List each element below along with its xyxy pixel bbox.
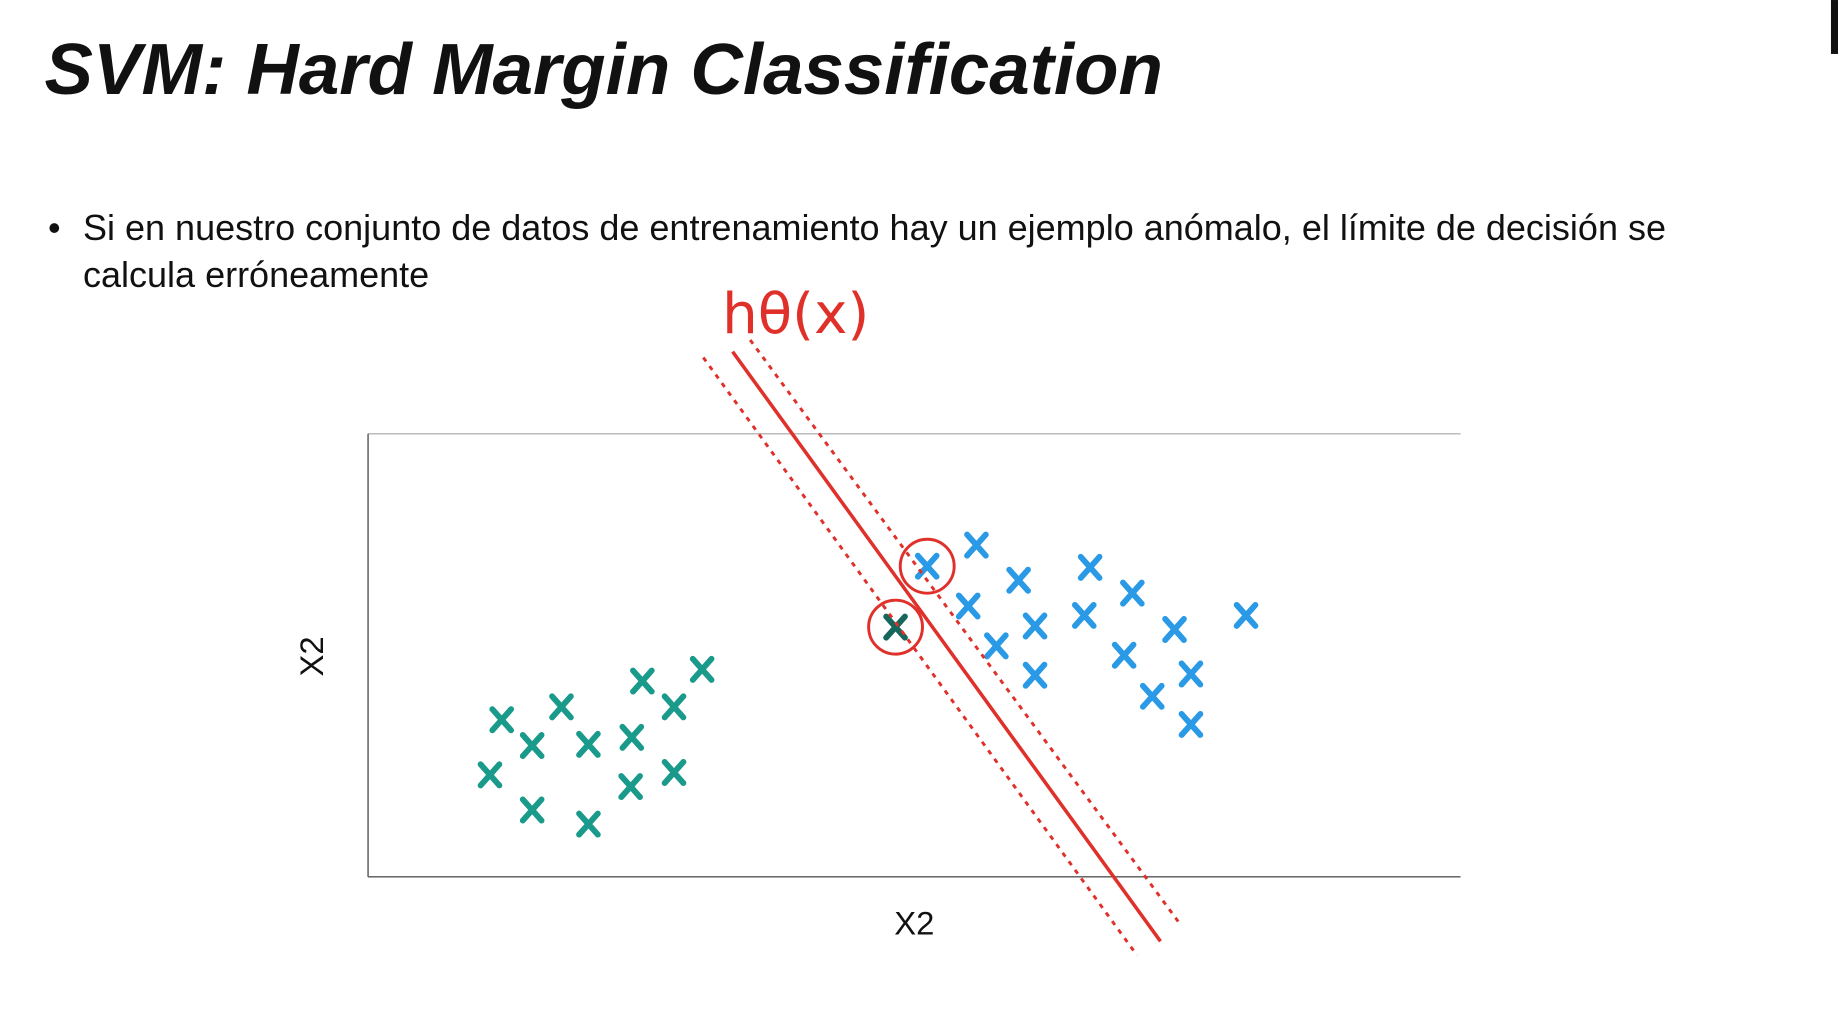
y-axis-label: X2 xyxy=(293,636,330,676)
cross-marker xyxy=(519,732,545,760)
cross-marker xyxy=(1022,612,1048,640)
cross-marker xyxy=(1162,616,1187,643)
hypothesis-annotation: hθ(x) xyxy=(722,282,869,347)
slide-title: SVM: Hard Margin Classification xyxy=(45,29,1163,110)
edge-bar xyxy=(1830,0,1838,54)
cross-marker xyxy=(1111,641,1137,669)
cross-marker xyxy=(549,693,574,721)
cross-marker xyxy=(1022,661,1048,689)
cross-marker xyxy=(489,706,515,734)
cross-marker xyxy=(883,613,908,641)
cross-marker xyxy=(689,655,715,683)
support-vector-circle xyxy=(898,537,956,595)
bullet-item: • Si en nuestro conjunto de datos de ent… xyxy=(48,204,1668,298)
x-axis-label: X2 xyxy=(894,905,934,942)
support-vector-circle xyxy=(867,598,924,656)
cross-marker xyxy=(661,693,687,721)
cross-marker xyxy=(576,810,601,838)
cross-marker xyxy=(1077,553,1103,581)
cross-marker xyxy=(1071,601,1097,629)
cross-marker xyxy=(1233,601,1259,629)
decision-boundary xyxy=(731,350,1162,943)
cross-marker xyxy=(519,796,545,824)
cross-marker xyxy=(955,592,981,620)
points xyxy=(477,531,1259,838)
cross-marker xyxy=(619,723,645,751)
cross-marker xyxy=(964,531,989,559)
cross-marker xyxy=(1120,579,1145,607)
cross-marker xyxy=(1139,682,1165,710)
cross-marker xyxy=(1178,710,1204,738)
cross-marker xyxy=(1178,660,1204,688)
cross-marker xyxy=(477,761,503,789)
cross-marker xyxy=(984,632,1009,660)
margin-line xyxy=(702,356,1139,957)
margin-line xyxy=(749,339,1183,927)
bullet-text: Si en nuestro conjunto de datos de entre… xyxy=(83,207,1666,295)
cross-marker xyxy=(630,667,655,695)
cross-marker xyxy=(1006,566,1031,594)
bullet-dot: • xyxy=(48,207,61,248)
cross-marker xyxy=(661,759,687,786)
plot-frame xyxy=(367,433,1461,878)
cross-marker xyxy=(576,730,601,758)
cross-marker xyxy=(618,773,643,801)
